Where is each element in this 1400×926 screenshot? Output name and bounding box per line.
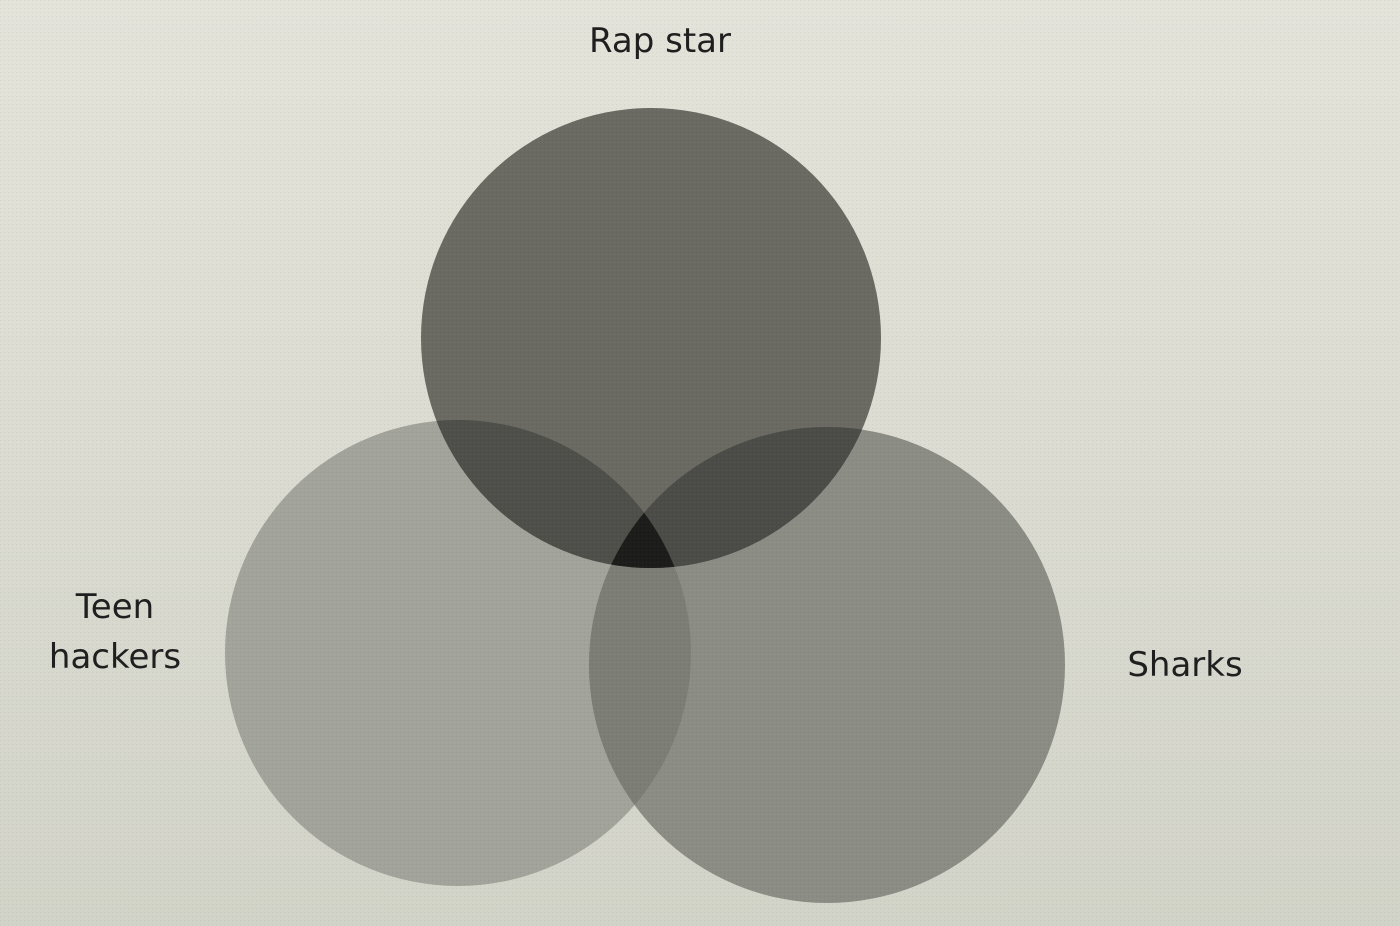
teen-hackers-label: Teen hackers (40, 582, 190, 682)
rap-star-label: Rap star (589, 21, 731, 61)
teen-hackers-label-line-1: Teen (75, 587, 155, 627)
sharks-label: Sharks (1127, 645, 1243, 685)
teen-hackers-label-line-2: hackers (48, 637, 182, 677)
